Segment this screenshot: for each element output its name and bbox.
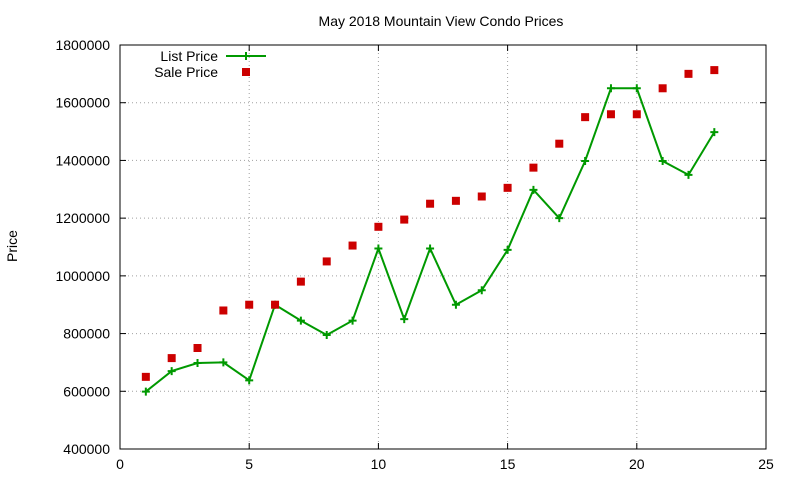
data-point-square (581, 113, 590, 122)
data-point-square (632, 110, 641, 119)
data-point-square (374, 222, 383, 231)
y-tick-label: 400000 (63, 441, 110, 457)
y-tick-label: 1000000 (55, 268, 110, 284)
chart-title: May 2018 Mountain View Condo Prices (319, 13, 564, 29)
y-tick-label: 1400000 (55, 152, 110, 168)
data-point-square (167, 354, 176, 363)
grid-lines (120, 45, 766, 449)
plot-area-frame (119, 44, 767, 450)
data-point-square (710, 66, 719, 75)
data-point-square (271, 300, 280, 309)
data-point-square (477, 192, 486, 201)
data-point-plus (477, 286, 486, 295)
y-tick-label: 600000 (63, 383, 110, 399)
series-list-price (141, 84, 719, 396)
legend-label: Sale Price (154, 64, 218, 80)
data-point-plus (296, 316, 305, 325)
data-point-plus (632, 84, 641, 93)
legend-label: List Price (160, 48, 218, 64)
y-tick-label: 1200000 (55, 210, 110, 226)
data-point-plus (658, 157, 667, 166)
series-line (145, 87, 716, 393)
x-tick-label: 0 (116, 456, 124, 472)
x-tick-label: 20 (629, 456, 645, 472)
x-tick-label: 15 (500, 456, 516, 472)
data-point-plus (555, 214, 564, 223)
data-point-square (348, 241, 357, 250)
data-point-plus (374, 244, 383, 253)
data-point-plus (141, 387, 150, 396)
data-point-square (451, 196, 460, 205)
data-point-plus (322, 331, 331, 340)
data-point-plus (451, 300, 460, 309)
y-tick-label: 800000 (63, 326, 110, 342)
y-tick-label: 1600000 (55, 95, 110, 111)
series-layer (141, 66, 719, 396)
data-point-square (296, 277, 305, 286)
x-tick-label: 10 (371, 456, 387, 472)
data-point-square (426, 199, 435, 208)
data-point-square (245, 300, 254, 309)
legend-marker (242, 68, 250, 76)
y-axis-label: Price (4, 230, 20, 262)
data-point-plus (167, 367, 176, 376)
data-point-square (684, 69, 693, 78)
data-point-plus (426, 244, 435, 253)
series-sale-price (141, 66, 719, 381)
x-tick-label: 25 (758, 456, 774, 472)
legend-marker (242, 52, 250, 60)
data-point-square (193, 344, 202, 352)
data-point-plus (400, 315, 409, 324)
data-point-square (529, 163, 538, 172)
data-point-plus (245, 376, 254, 385)
data-point-square (219, 306, 228, 315)
x-tick-label: 5 (245, 456, 253, 472)
data-point-plus (219, 358, 228, 367)
axis-ticks: 0 5 10 15 20 25 400000 600000 800000 1000000 12000… (55, 37, 774, 472)
data-point-square (606, 110, 615, 119)
data-point-plus (503, 245, 512, 254)
data-point-plus (529, 185, 538, 194)
data-point-square (555, 139, 564, 148)
data-point-square (141, 372, 150, 381)
data-point-plus (684, 170, 693, 179)
data-point-plus (606, 84, 615, 93)
data-point-square (322, 257, 331, 266)
data-point-plus (348, 316, 357, 325)
data-point-plus (581, 157, 590, 166)
data-point-plus (193, 359, 202, 368)
data-point-square (400, 215, 409, 224)
data-point-square (658, 84, 667, 93)
data-point-plus (710, 128, 719, 137)
data-point-square (503, 183, 512, 192)
y-tick-label: 1800000 (55, 37, 110, 53)
